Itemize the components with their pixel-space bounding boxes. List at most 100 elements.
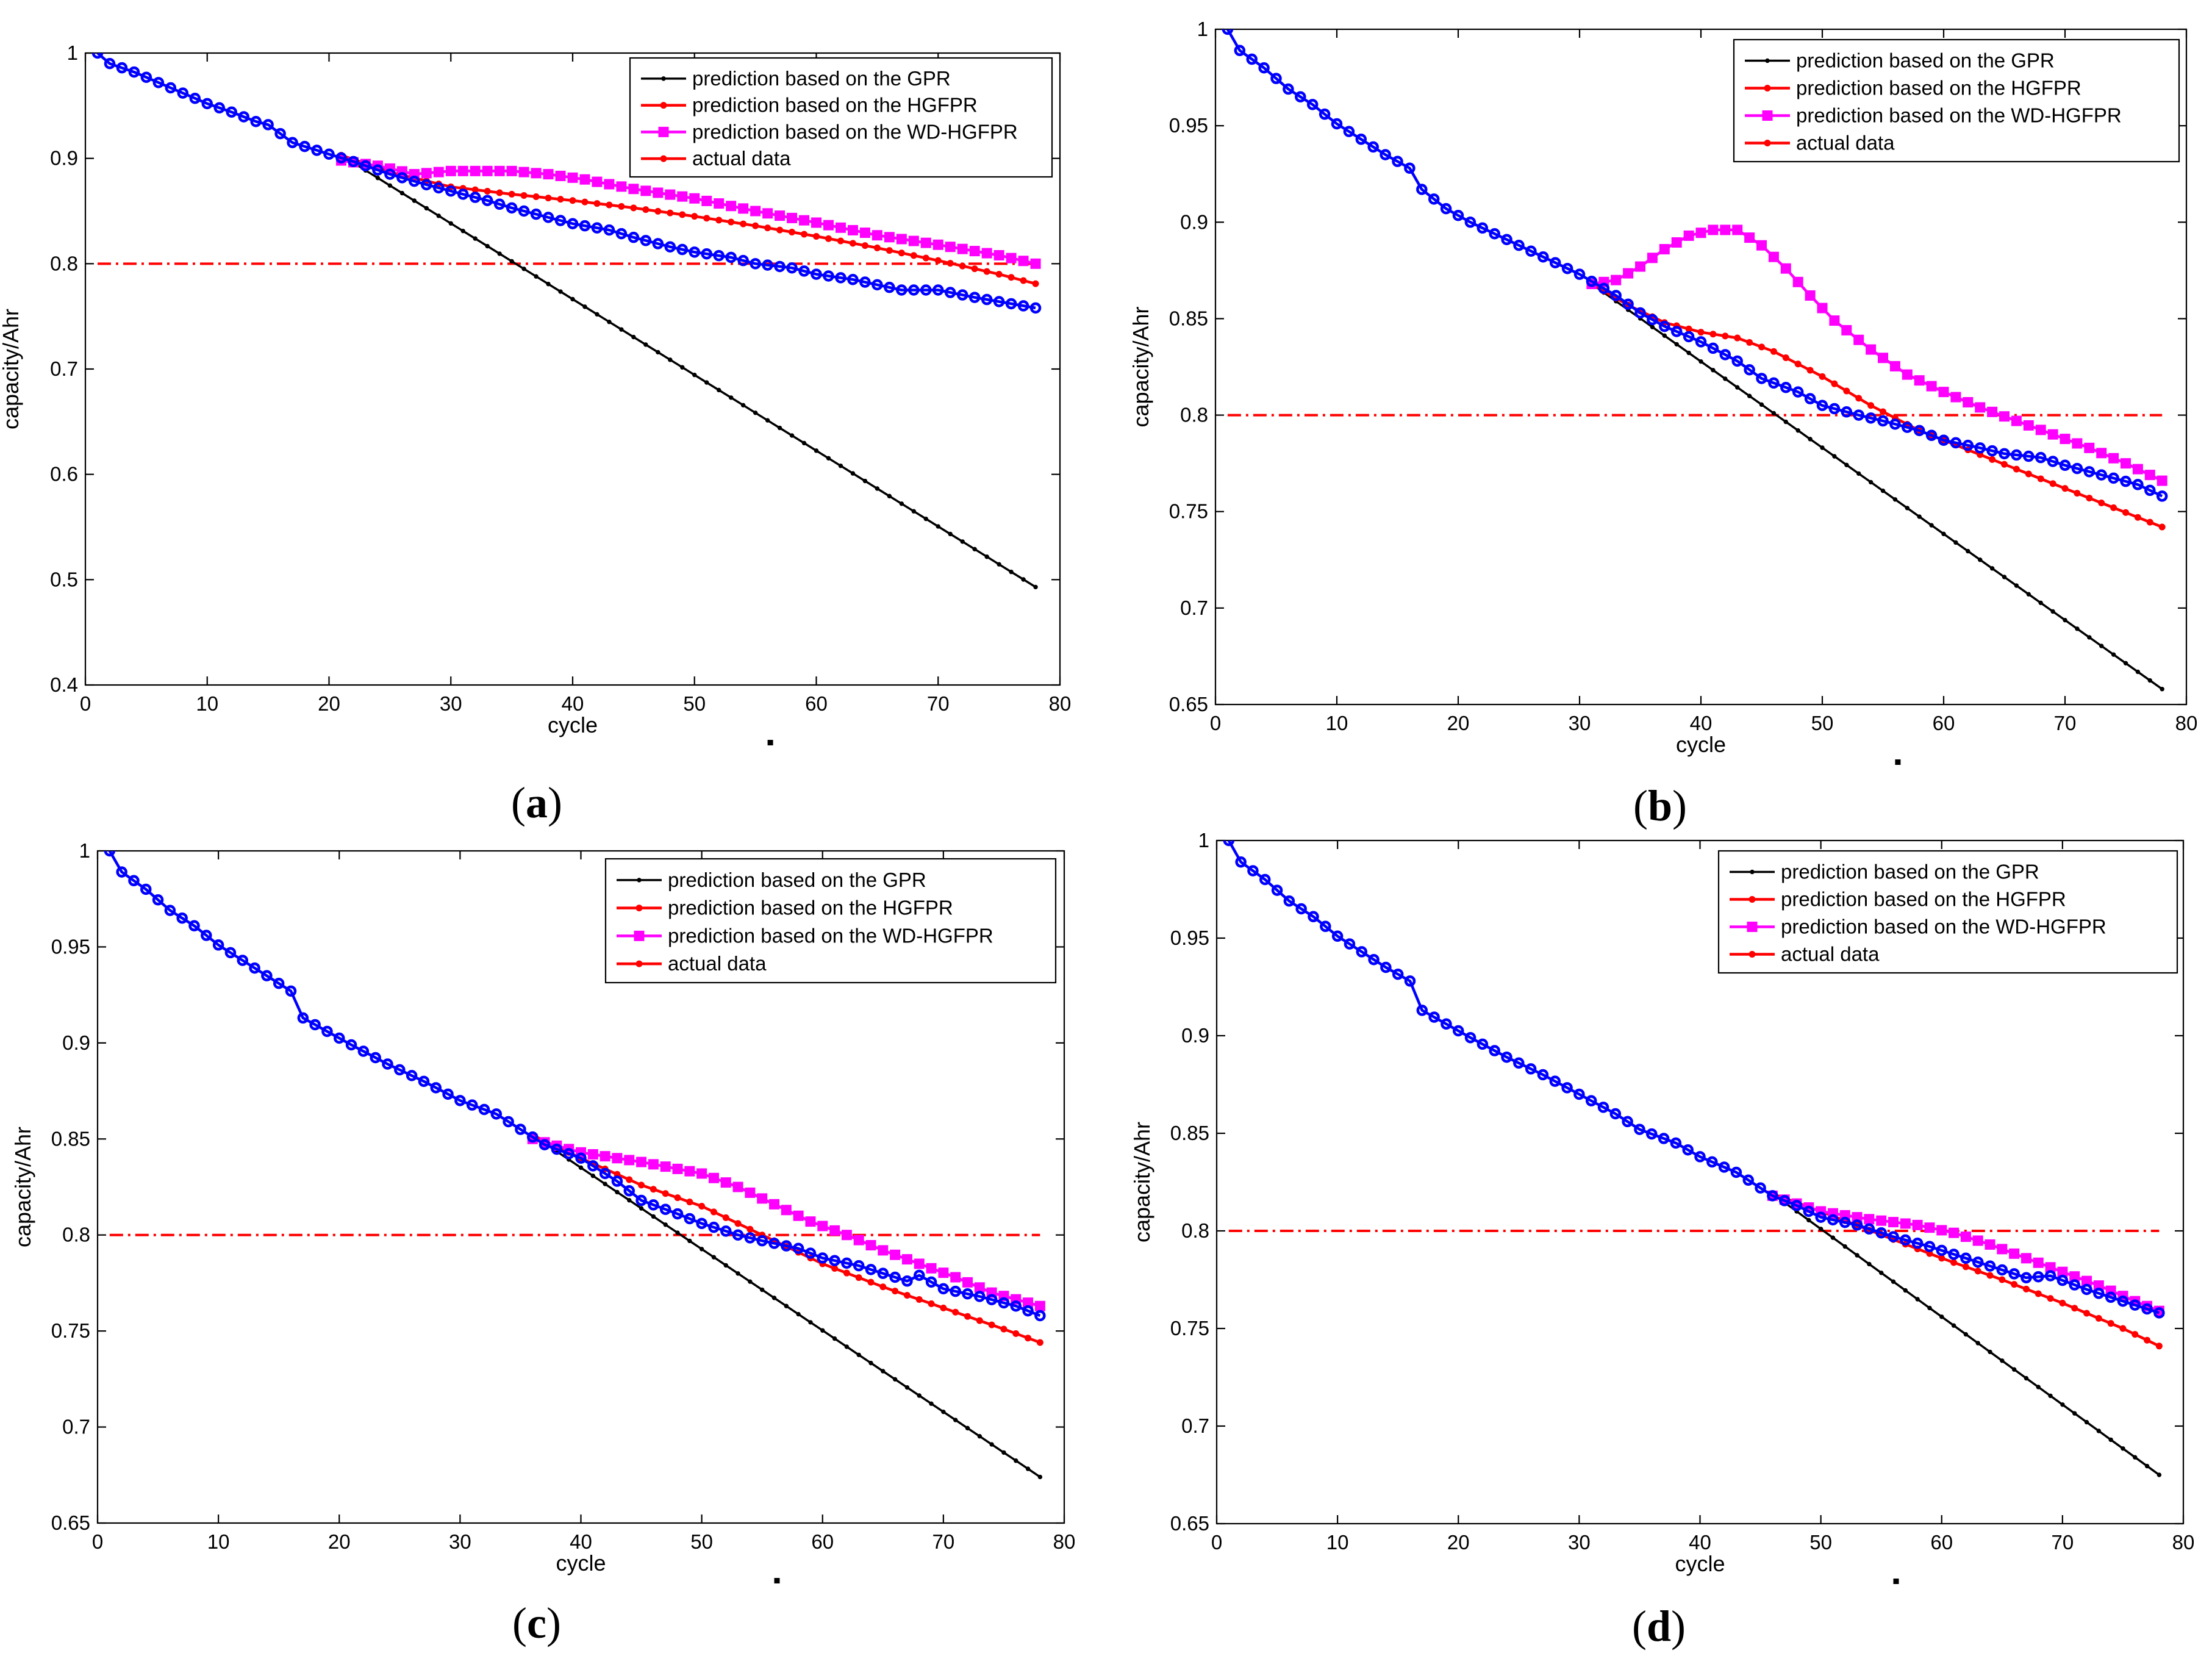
y-tick-label: 0.65 xyxy=(1170,1512,1209,1535)
x-tick-label: 40 xyxy=(1690,712,1713,734)
series-actual-point xyxy=(1634,1124,1645,1135)
series-wd-point xyxy=(920,237,931,248)
legend-label: prediction based on the WD-HGFPR xyxy=(1796,104,2122,127)
series-gpr-point xyxy=(1009,569,1014,575)
y-tick-label: 0.6 xyxy=(50,463,78,486)
series-wd-point xyxy=(938,1267,949,1278)
x-tick-label: 30 xyxy=(1569,712,1591,734)
series-gpr-point xyxy=(1880,488,1886,493)
series-wd-point xyxy=(506,165,517,176)
series-gpr-point xyxy=(1892,497,1898,502)
series-wd-point xyxy=(2157,475,2167,486)
series-actual xyxy=(91,53,1042,314)
series-wd-point xyxy=(1623,268,1634,279)
series-actual-point xyxy=(1392,968,1404,980)
legend-box xyxy=(629,57,1053,178)
y-tick-label: 0.8 xyxy=(1180,404,1208,426)
series-gpr-point xyxy=(917,1393,922,1398)
series-wd-point xyxy=(600,1151,610,1162)
series-actual-point xyxy=(321,1025,333,1038)
series-actual-point xyxy=(418,1075,430,1088)
series-actual-point xyxy=(2117,1295,2129,1307)
series-gpr-point xyxy=(546,281,551,287)
series-actual-point xyxy=(648,1199,659,1211)
series-gpr-point xyxy=(2024,1375,2029,1381)
series-hgfpr-point xyxy=(947,260,954,267)
series-actual-point xyxy=(1707,342,1719,354)
series-hgfpr-point xyxy=(630,204,637,212)
series-hgfpr-point xyxy=(581,198,589,206)
series-actual-point xyxy=(2044,1270,2056,1282)
series-hgfpr-point xyxy=(764,224,771,232)
series-actual-point xyxy=(1428,1011,1440,1023)
series-gpr-point xyxy=(1939,1314,1944,1319)
series-actual-point xyxy=(466,1099,478,1111)
series-hgfpr-point xyxy=(691,213,698,220)
series-gpr-point xyxy=(1905,506,1910,511)
series-wd-point xyxy=(1747,922,1758,932)
series-wd-point xyxy=(1987,406,1998,417)
series-gpr-point xyxy=(1747,393,1752,398)
series-hgfpr-point xyxy=(557,196,564,203)
series-actual-point xyxy=(1017,300,1029,312)
series-wd-point xyxy=(769,1199,779,1210)
series-actual-point xyxy=(1416,184,1428,195)
series-wd-point xyxy=(1034,1300,1045,1311)
series-gpr-point xyxy=(997,562,1001,567)
series-wd-point xyxy=(1792,276,1803,287)
series-hgfpr-point xyxy=(910,252,917,259)
series-actual-point xyxy=(409,175,420,187)
series-gpr-point xyxy=(1001,1450,1006,1455)
series-actual-point xyxy=(1877,415,1889,427)
series-gpr-point xyxy=(2157,1472,2162,1477)
series-wd-point xyxy=(1864,1214,1875,1225)
series-actual-point xyxy=(1670,1137,1682,1149)
series-actual-point xyxy=(1780,381,1792,393)
series-wd-point xyxy=(1972,1235,1983,1246)
series-actual-point xyxy=(1283,895,1295,907)
series-hgfpr-point xyxy=(2155,1343,2163,1350)
series-actual-point xyxy=(1974,442,1986,454)
series-actual-point xyxy=(140,883,152,895)
series-actual-point xyxy=(1875,1227,1887,1239)
series-hgfpr-point xyxy=(2061,485,2069,492)
series-actual-point xyxy=(1525,1063,1537,1075)
x-tick-label: 80 xyxy=(2172,1531,2195,1554)
legend: prediction based on the GPR prediction ba… xyxy=(604,858,1057,984)
series-wd-point xyxy=(901,1254,912,1265)
series-actual-point xyxy=(1996,1264,2008,1276)
legend-box xyxy=(1717,850,2178,974)
y-axis-label: capacity/Ahr xyxy=(1129,1122,1154,1242)
series-hgfpr-point xyxy=(740,220,747,228)
legend-label: prediction based on the HGFPR xyxy=(692,94,978,117)
series-actual-point xyxy=(1331,930,1344,942)
series-actual-point xyxy=(1756,373,1767,384)
series-hgfpr-point xyxy=(667,209,674,217)
y-tick-label: 0.75 xyxy=(1170,1317,1209,1339)
series-actual-point xyxy=(2081,1283,2092,1296)
series-wd-point xyxy=(628,184,639,195)
legend-label: prediction based on the GPR xyxy=(1796,49,2055,72)
series-wd-point xyxy=(494,165,505,176)
series-wd-point xyxy=(793,1210,804,1221)
series-actual-point xyxy=(481,195,493,206)
series-gpr xyxy=(1589,281,2164,692)
series-hgfpr-point xyxy=(922,254,929,262)
series-actual-point xyxy=(1489,1045,1500,1056)
series-hgfpr-point xyxy=(2001,461,2008,468)
y-tick-label: 0.9 xyxy=(1180,210,1208,233)
series-actual-point xyxy=(640,235,652,246)
series-gpr-point xyxy=(1856,471,1861,476)
series-wd-line xyxy=(341,159,1036,265)
series-gpr-point xyxy=(953,1418,958,1422)
series-hgfpr-point xyxy=(971,265,978,273)
series-actual-point xyxy=(804,1247,817,1259)
series-wd-point xyxy=(567,172,578,183)
series-gpr-point xyxy=(1818,1227,1824,1231)
series-gpr-point xyxy=(1808,437,1813,442)
x-tick-label: 20 xyxy=(328,1530,351,1553)
series-actual-point xyxy=(493,198,506,210)
series-wd-point xyxy=(829,1225,840,1236)
series-hgfpr-point xyxy=(2083,1310,2090,1317)
series-hgfpr-point xyxy=(2025,470,2032,478)
